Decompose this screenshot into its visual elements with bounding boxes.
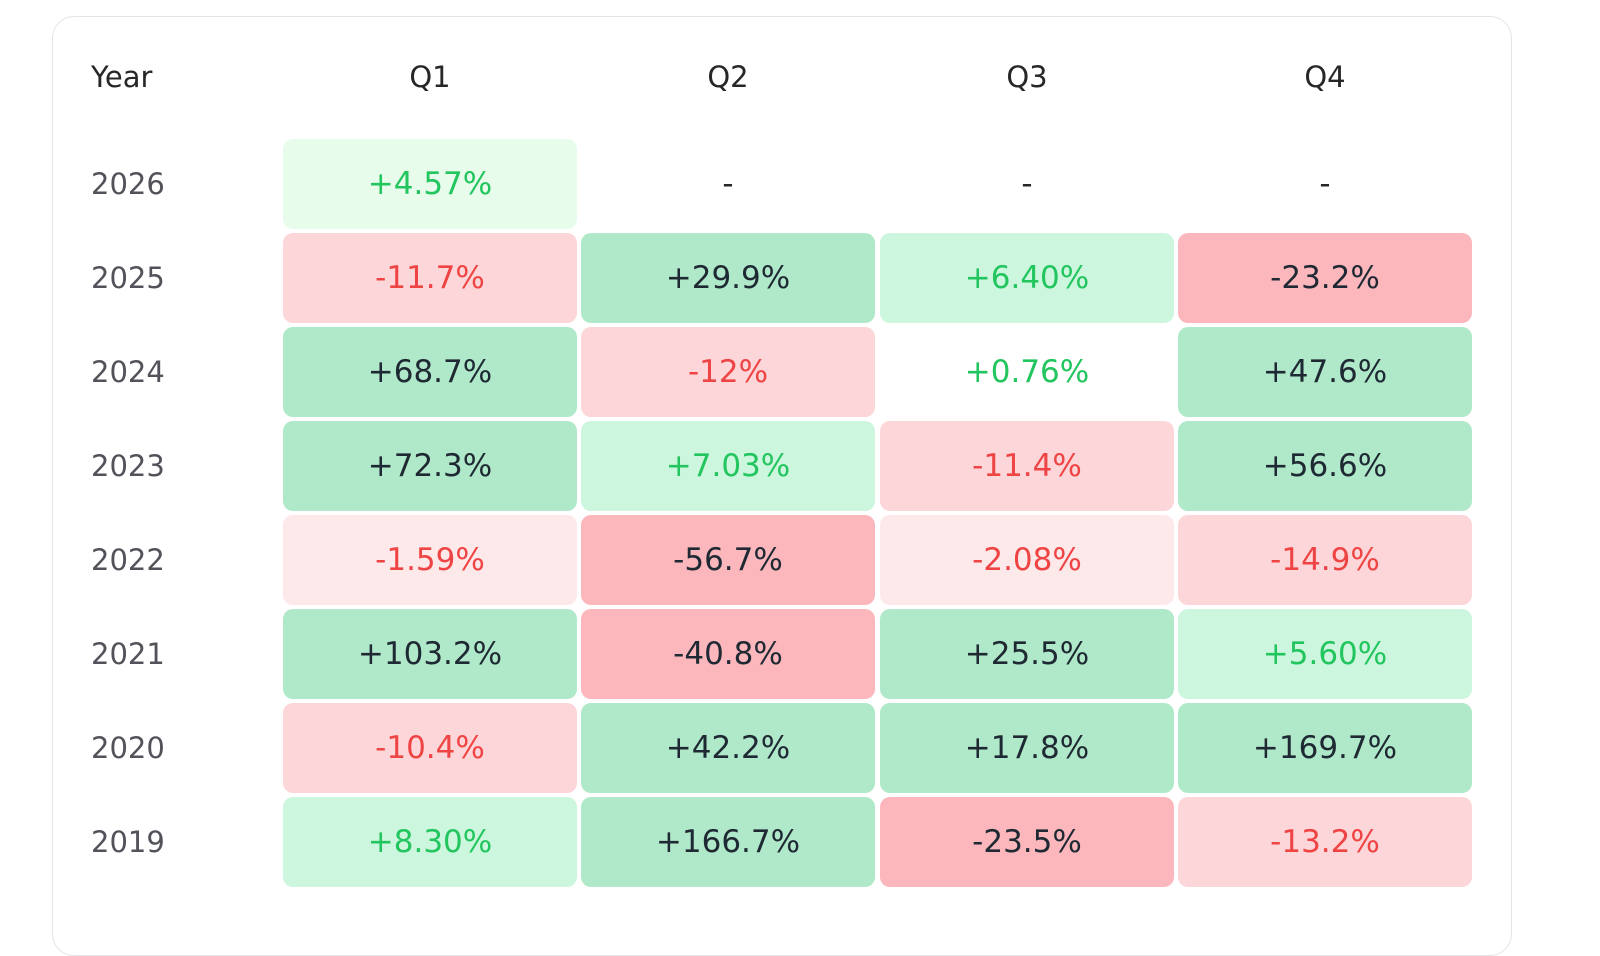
- return-cell-q2: +166.7%: [581, 797, 875, 887]
- return-cell-q4: +47.6%: [1178, 327, 1472, 417]
- return-cell-q1: -1.59%: [283, 515, 577, 605]
- table-row: 2026 +4.57% - - -: [53, 139, 1511, 229]
- year-cell: 2021: [91, 637, 165, 671]
- year-cell: 2019: [91, 825, 165, 859]
- table-row: 2024 +68.7% -12% +0.76% +47.6%: [53, 327, 1511, 417]
- return-cell-q3: +0.76%: [880, 327, 1174, 417]
- header-q1: Q1: [409, 60, 451, 94]
- year-cell: 2026: [91, 167, 165, 201]
- return-cell-q1: +8.30%: [283, 797, 577, 887]
- return-cell-q1: +72.3%: [283, 421, 577, 511]
- return-cell-q3: +25.5%: [880, 609, 1174, 699]
- return-cell-q1: +103.2%: [283, 609, 577, 699]
- return-cell-q4: -13.2%: [1178, 797, 1472, 887]
- return-cell-q1: +4.57%: [283, 139, 577, 229]
- year-cell: 2025: [91, 261, 165, 295]
- return-cell-q4: +169.7%: [1178, 703, 1472, 793]
- return-cell-q3: -: [880, 139, 1174, 229]
- return-cell-q3: +6.40%: [880, 233, 1174, 323]
- return-cell-q2: +42.2%: [581, 703, 875, 793]
- return-cell-q4: +56.6%: [1178, 421, 1472, 511]
- table-header: Year Q1 Q2 Q3 Q4: [53, 17, 1511, 135]
- table-row: 2019 +8.30% +166.7% -23.5% -13.2%: [53, 797, 1511, 887]
- return-cell-q3: +17.8%: [880, 703, 1174, 793]
- return-cell-q2: -12%: [581, 327, 875, 417]
- return-cell-q3: -11.4%: [880, 421, 1174, 511]
- header-q3: Q3: [1006, 60, 1048, 94]
- return-cell-q2: -40.8%: [581, 609, 875, 699]
- return-cell-q4: -23.2%: [1178, 233, 1472, 323]
- header-q2: Q2: [707, 60, 749, 94]
- return-cell-q1: +68.7%: [283, 327, 577, 417]
- year-cell: 2023: [91, 449, 165, 483]
- return-cell-q2: +7.03%: [581, 421, 875, 511]
- header-q4: Q4: [1304, 60, 1346, 94]
- return-cell-q3: -23.5%: [880, 797, 1174, 887]
- year-cell: 2020: [91, 731, 165, 765]
- table-row: 2021 +103.2% -40.8% +25.5% +5.60%: [53, 609, 1511, 699]
- year-cell: 2024: [91, 355, 165, 389]
- year-cell: 2022: [91, 543, 165, 577]
- table-row: 2025 -11.7% +29.9% +6.40% -23.2%: [53, 233, 1511, 323]
- return-cell-q4: -: [1178, 139, 1472, 229]
- return-cell-q3: -2.08%: [880, 515, 1174, 605]
- return-cell-q4: -14.9%: [1178, 515, 1472, 605]
- quarterly-returns-card: Year Q1 Q2 Q3 Q4 2026 +4.57% - - -2025 -11.7%…: [52, 16, 1512, 956]
- return-cell-q2: +29.9%: [581, 233, 875, 323]
- header-year: Year: [91, 60, 153, 94]
- return-cell-q4: +5.60%: [1178, 609, 1472, 699]
- return-cell-q1: -10.4%: [283, 703, 577, 793]
- table-row: 2022 -1.59% -56.7% -2.08% -14.9%: [53, 515, 1511, 605]
- return-cell-q1: -11.7%: [283, 233, 577, 323]
- table-row: 2023 +72.3% +7.03% -11.4% +56.6%: [53, 421, 1511, 511]
- return-cell-q2: -: [581, 139, 875, 229]
- return-cell-q2: -56.7%: [581, 515, 875, 605]
- table-row: 2020 -10.4% +42.2% +17.8% +169.7%: [53, 703, 1511, 793]
